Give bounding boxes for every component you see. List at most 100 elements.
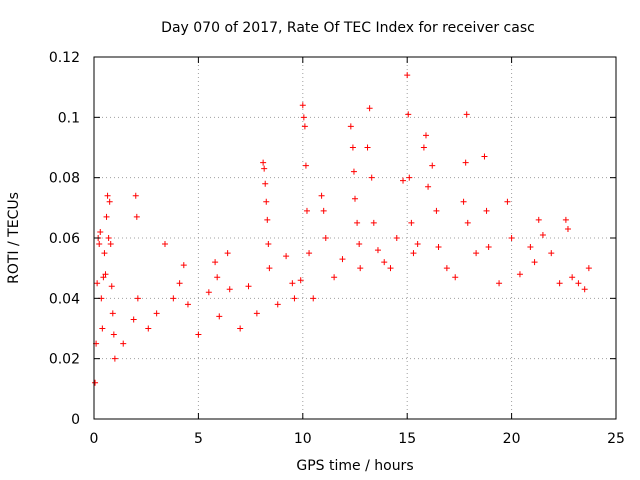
grid-lines — [94, 57, 616, 419]
data-point — [320, 207, 327, 214]
data-point — [387, 265, 394, 272]
data-point — [354, 219, 361, 226]
data-point — [297, 277, 304, 284]
data-point — [516, 271, 523, 278]
data-point — [205, 289, 212, 296]
data-point — [483, 207, 490, 214]
data-point — [527, 244, 534, 251]
data-point — [245, 283, 252, 290]
data-point — [109, 310, 116, 317]
x-axis-title: GPS time / hours — [296, 458, 413, 474]
data-point — [539, 231, 546, 238]
y-tick-label: 0.04 — [49, 291, 80, 307]
data-point — [569, 274, 576, 281]
data-point — [99, 325, 106, 332]
data-point — [370, 219, 377, 226]
data-point — [531, 259, 538, 266]
axis-ticks: 0 5 10 15 20 25 0 0.02 0.04 0.06 0.08 0.1 0.12 — [49, 50, 625, 447]
data-point — [134, 295, 141, 302]
data-point — [548, 250, 555, 257]
data-point — [261, 165, 268, 172]
data-point — [301, 123, 308, 130]
data-point — [120, 340, 127, 347]
x-tick-label: 10 — [294, 431, 312, 447]
data-point — [460, 198, 467, 205]
data-point — [132, 192, 139, 199]
data-point — [352, 195, 358, 202]
data-point — [429, 162, 436, 169]
data-point — [405, 111, 412, 118]
data-point — [266, 265, 273, 272]
x-tick-label: 25 — [607, 431, 625, 447]
data-point — [153, 310, 160, 317]
data-point — [264, 216, 271, 223]
data-point — [265, 241, 272, 248]
data-point — [105, 235, 112, 241]
data-point — [216, 313, 223, 320]
data-point — [585, 265, 592, 272]
data-point — [318, 192, 325, 199]
data-point — [101, 250, 108, 257]
data-point — [195, 331, 202, 338]
data-point — [102, 271, 109, 278]
data-point — [374, 247, 381, 254]
data-point — [406, 174, 413, 181]
data-point — [481, 153, 488, 160]
data-point — [100, 274, 107, 281]
data-point — [291, 295, 298, 302]
data-point — [289, 280, 296, 287]
data-point — [92, 379, 99, 386]
data-point — [562, 216, 569, 223]
data-point — [253, 310, 260, 317]
data-point — [357, 265, 364, 272]
data-point — [485, 244, 492, 251]
data-point — [535, 216, 542, 223]
data-point — [322, 235, 329, 241]
data-point — [420, 144, 427, 151]
data-point — [111, 355, 118, 362]
data-point — [310, 295, 317, 302]
data-point — [463, 111, 470, 118]
data-point — [96, 241, 103, 248]
data-markers — [92, 72, 592, 386]
data-point — [581, 286, 588, 293]
data-point — [464, 219, 471, 226]
data-point — [368, 174, 375, 181]
x-tick-label: 15 — [398, 431, 416, 447]
data-point — [108, 283, 115, 290]
data-point — [106, 198, 113, 205]
data-point — [283, 253, 290, 260]
data-point — [260, 159, 267, 166]
data-point — [414, 241, 421, 248]
data-point — [274, 301, 281, 308]
data-point — [303, 207, 310, 214]
data-point — [366, 105, 373, 112]
y-tick-label: 0.12 — [49, 50, 80, 66]
data-point — [133, 213, 140, 220]
data-point — [237, 325, 244, 332]
data-point — [508, 235, 515, 241]
data-point — [433, 207, 440, 214]
data-point — [564, 225, 571, 232]
data-point — [110, 331, 117, 338]
y-tick-label: 0.1 — [58, 110, 80, 126]
y-tick-label: 0 — [71, 412, 80, 428]
data-point — [443, 265, 450, 272]
data-point — [214, 274, 221, 281]
data-point — [408, 219, 415, 226]
data-point — [347, 123, 354, 130]
data-point — [300, 114, 307, 121]
data-point — [393, 235, 400, 241]
data-point — [103, 213, 110, 220]
data-point — [130, 316, 137, 323]
data-point — [575, 280, 582, 287]
data-point — [97, 228, 104, 235]
data-point — [364, 144, 371, 151]
data-point — [104, 192, 111, 199]
data-point — [339, 256, 346, 263]
data-point — [356, 241, 363, 248]
data-point — [184, 301, 191, 308]
data-point — [94, 280, 101, 287]
data-point — [170, 295, 177, 302]
